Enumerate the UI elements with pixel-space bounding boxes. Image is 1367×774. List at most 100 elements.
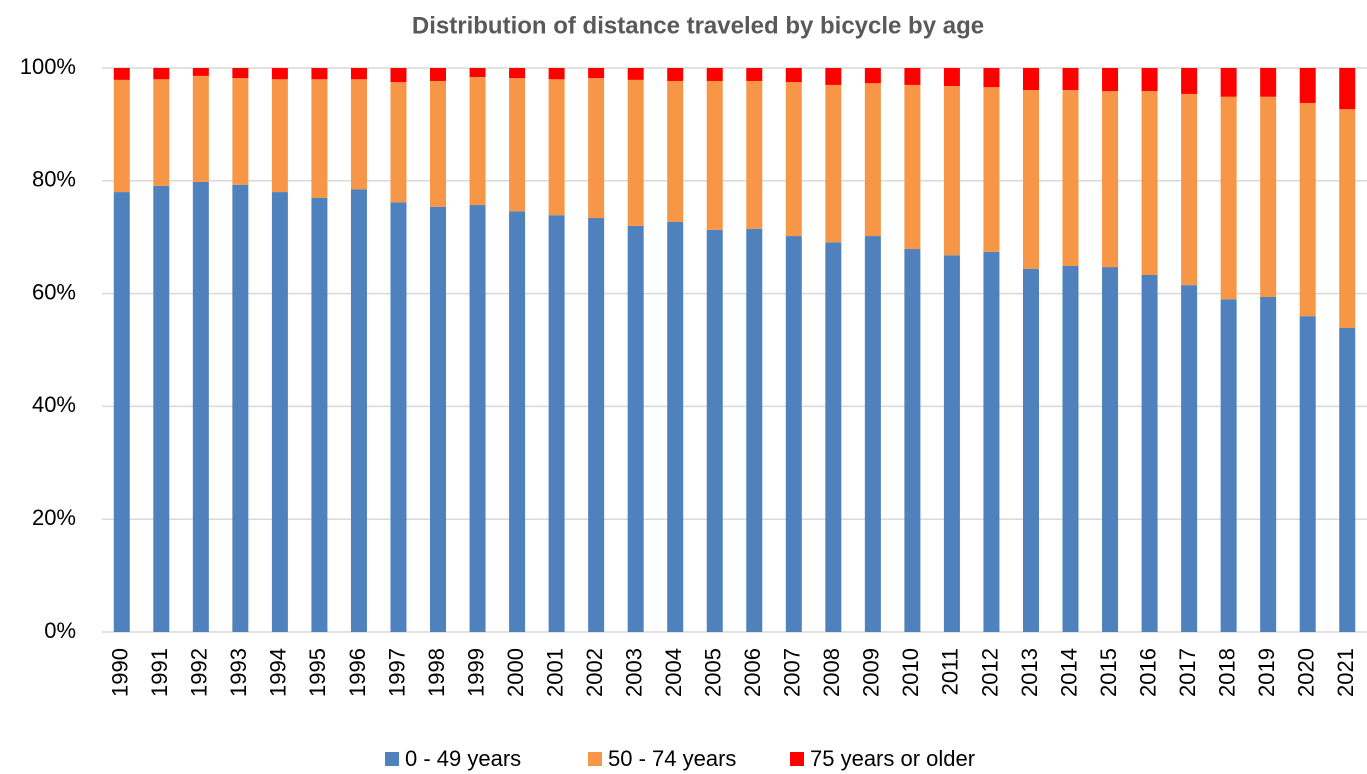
- bar-segment: [1220, 299, 1237, 632]
- x-tick-label: 1992: [187, 648, 212, 697]
- bar-segment: [943, 68, 960, 87]
- bar-segment: [390, 82, 407, 203]
- bar-segment: [469, 77, 486, 206]
- bar-segment: [1260, 68, 1277, 97]
- x-tick-label: 2000: [503, 648, 528, 697]
- bar-segment: [746, 68, 763, 81]
- bar-segment: [1181, 68, 1198, 94]
- x-tick-label: 2008: [819, 648, 844, 697]
- bar-segment: [548, 215, 565, 633]
- bar-segment: [1141, 68, 1158, 92]
- x-tick-label: 2013: [1017, 648, 1042, 697]
- x-tick-label: 2015: [1096, 648, 1121, 697]
- bar-segment: [469, 68, 486, 78]
- bar-segment: [667, 68, 684, 81]
- bar-segment: [1102, 68, 1119, 92]
- bar-segment: [1062, 89, 1079, 266]
- x-tick-label: 2009: [859, 648, 884, 697]
- bar-segment: [390, 202, 407, 632]
- bar-segment: [271, 192, 288, 632]
- bar-segment: [390, 68, 407, 83]
- x-tick-label: 1996: [345, 648, 370, 697]
- y-tick-label: 60%: [32, 279, 76, 304]
- x-tick-label: 2001: [542, 648, 567, 697]
- bar-segment: [825, 242, 842, 632]
- bar-segment: [1299, 68, 1316, 103]
- bar-segment: [311, 79, 328, 198]
- x-tick-label: 2016: [1135, 648, 1160, 697]
- bar-segment: [706, 80, 723, 230]
- x-tick-label: 2010: [898, 648, 923, 697]
- bar-segment: [509, 68, 526, 79]
- bar-segment: [232, 184, 249, 633]
- bar-segment: [1260, 96, 1277, 297]
- bar-segment: [706, 68, 723, 81]
- bar-segment: [153, 185, 170, 632]
- bar-segment: [983, 251, 1000, 632]
- x-tick-label: 2006: [740, 648, 765, 697]
- bar-segment: [113, 68, 130, 80]
- bar-segment: [271, 79, 288, 193]
- bar-segment: [1299, 316, 1316, 632]
- bar-segment: [1062, 265, 1079, 632]
- bar-segment: [192, 75, 209, 182]
- bar-segment: [113, 192, 130, 632]
- bar-segment: [667, 221, 684, 633]
- bar-segment: [350, 189, 367, 632]
- bar-segment: [232, 78, 249, 185]
- bar-segment: [1022, 268, 1039, 632]
- bar-segment: [311, 68, 328, 80]
- bar-segment: [785, 236, 802, 632]
- x-tick-label: 2020: [1294, 648, 1319, 697]
- bar-segment: [588, 78, 605, 219]
- bar-segment: [706, 229, 723, 633]
- chart-title: Distribution of distance traveled by bic…: [412, 12, 984, 39]
- bar-segment: [1022, 89, 1039, 269]
- bar-segment: [1102, 91, 1119, 268]
- bar-segment: [192, 181, 209, 633]
- x-tick-label: 2004: [661, 648, 686, 697]
- bar-segment: [1141, 274, 1158, 632]
- legend-marker: [385, 752, 399, 766]
- bar-segment: [627, 225, 644, 633]
- bar-segment: [864, 68, 881, 84]
- bar-segment: [943, 86, 960, 256]
- bar-segment: [785, 68, 802, 83]
- bar-segment: [509, 211, 526, 633]
- bar-segment: [469, 205, 486, 632]
- bar-segment: [904, 84, 921, 250]
- bar-segment: [1220, 68, 1237, 97]
- bar-segment: [785, 82, 802, 237]
- bar-segment: [271, 68, 288, 80]
- x-tick-label: 2014: [1056, 648, 1081, 697]
- bar-segment: [667, 80, 684, 222]
- bar-segment: [1141, 91, 1158, 275]
- bar-segment: [153, 79, 170, 186]
- bar-segment: [1339, 109, 1356, 329]
- bar-segment: [1062, 68, 1079, 90]
- bar-segment: [311, 197, 328, 632]
- y-tick-label: 40%: [32, 392, 76, 417]
- legend-marker: [588, 752, 602, 766]
- bar-segment: [1339, 68, 1356, 110]
- x-tick-label: 1995: [305, 648, 330, 697]
- bar-segment: [509, 78, 526, 212]
- bar-segment: [548, 68, 565, 80]
- bar-segment: [825, 68, 842, 85]
- bar-segment: [232, 68, 249, 79]
- x-tick-label: 1993: [226, 648, 251, 697]
- x-tick-label: 1998: [424, 648, 449, 697]
- bar-segment: [153, 68, 170, 80]
- bar-segment: [983, 87, 1000, 252]
- legend-marker: [790, 752, 804, 766]
- y-tick-label: 20%: [32, 505, 76, 530]
- legend-label: 75 years or older: [810, 746, 975, 771]
- bar-segment: [904, 68, 921, 85]
- bar-segment: [430, 206, 447, 632]
- x-tick-label: 1991: [147, 648, 172, 697]
- bar-segment: [588, 68, 605, 79]
- bar-segment: [548, 79, 565, 216]
- y-tick-label: 100%: [20, 54, 76, 79]
- x-tick-label: 2018: [1214, 648, 1239, 697]
